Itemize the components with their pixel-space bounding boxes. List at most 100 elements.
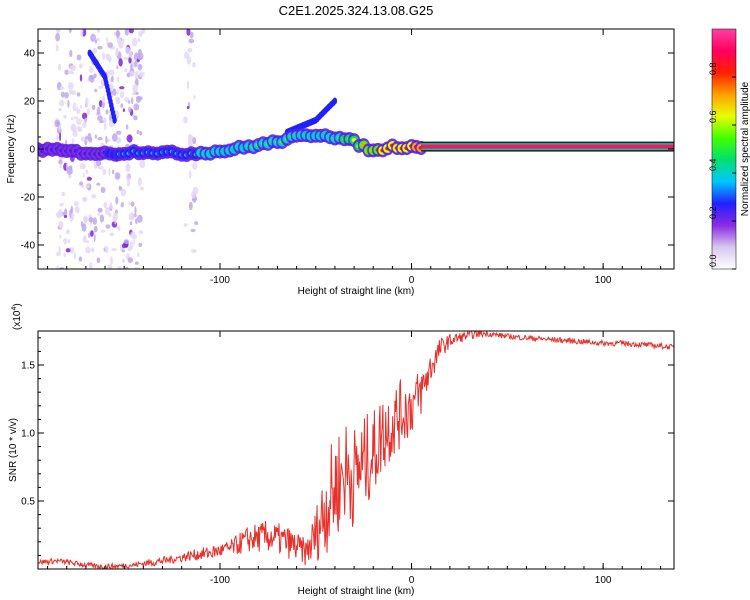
spectrogram-scatter-blob	[130, 231, 136, 239]
spectrogram-scatter-blob	[114, 96, 121, 101]
spectrogram-scatter-blob	[188, 134, 192, 139]
spectrogram-scatter-blob	[56, 251, 61, 257]
spectrogram-scatter-blob	[58, 246, 61, 253]
snr-panel: -100 0 100 0.5 1.0 1.5 Height of straight lin…	[8, 303, 675, 597]
spectrogram-branch-blob	[332, 97, 338, 105]
spectrogram-scatter-blob	[101, 95, 106, 103]
spectrogram-scatter-blob	[191, 190, 196, 199]
spectrogram-scatter-blob	[55, 29, 61, 34]
spectrogram-scatter-blob	[111, 75, 114, 83]
spectrogram-scatter-blob	[83, 215, 88, 224]
spectrogram-scatter-blob	[67, 82, 74, 90]
spectrogram-scatter-blob	[137, 48, 142, 56]
spectrogram-scatter-blob	[81, 223, 87, 232]
spectrogram-scatter-blob	[194, 221, 199, 226]
spectrogram-scatter-blob	[137, 55, 143, 60]
spectrogram-scatter-blob	[58, 220, 64, 229]
spectrogram-scatter-blob	[108, 212, 112, 218]
spectrogram-scatter-blob	[71, 124, 77, 132]
spectrogram-scatter-blob	[134, 261, 139, 265]
spectrogram-scatter-blob	[85, 169, 89, 175]
spectrogram-scatter-blob	[96, 29, 101, 33]
spectrogram-scatter-blob	[115, 130, 122, 135]
spectrogram-scatter-blob	[104, 245, 109, 254]
spectrogram-scatter-blob	[123, 56, 129, 61]
spectrogram-scatter-blob	[137, 63, 143, 71]
spectrogram-branch-blob	[112, 116, 117, 124]
spectrogram-scatter-blob	[97, 137, 103, 141]
spectrogram-scatter-blob	[136, 214, 143, 223]
spectrogram-scatter-blob	[77, 126, 83, 133]
spectrogram-scatter-blob	[117, 75, 120, 83]
spectrogram-scatter-blob	[58, 107, 62, 112]
spectrogram-scatter-blob	[192, 137, 197, 145]
spectrogram-scatter-blob	[76, 54, 82, 61]
spectrogram-scatter-blob	[139, 159, 146, 169]
spectrogram-ridge-layer	[38, 128, 674, 162]
snr-y-axis-label: SNR (10 * v/v)	[8, 418, 19, 482]
spectrogram-scatter-blob	[88, 217, 94, 223]
spectrogram-scatter-blob	[56, 134, 59, 142]
spectrogram-scatter-blob	[191, 249, 197, 254]
spectrogram-y-tick-label: 0	[29, 145, 35, 156]
spectrogram-scatter-blob	[125, 163, 131, 173]
colorbar-tick-label: 0.2	[708, 206, 718, 219]
spectrogram-scatter-blob	[188, 201, 193, 211]
spectrogram-scatter-blob	[102, 52, 105, 60]
snr-x-tick-label: 100	[595, 575, 612, 586]
spectrogram-scatter-blob	[98, 166, 104, 170]
spectrogram-scatter-blob	[102, 168, 107, 176]
snr-plot-area	[38, 331, 674, 569]
spectrogram-scatter-blob	[186, 80, 190, 90]
colorbar-tick-label: 0.0	[708, 254, 718, 267]
spectrogram-scatter-blob	[85, 136, 89, 140]
spectrogram-scatter-blob	[80, 29, 84, 38]
spectrogram-scatter-blob	[68, 29, 72, 34]
spectrogram-scatter-blob	[100, 229, 106, 233]
spectrogram-scatter-blob	[84, 117, 87, 123]
spectrogram-scatter-blob	[85, 246, 91, 254]
spectrogram-scatter-blob	[131, 37, 138, 47]
spectrogram-scatter-blob	[107, 69, 110, 79]
spectrogram-scatter-blob	[188, 38, 195, 44]
spectrogram-scatter-blob	[116, 29, 119, 39]
spectrogram-scatter-blob	[74, 116, 78, 120]
spectrogram-scatter-blob	[73, 201, 79, 207]
spectrogram-scatter-blob	[120, 202, 124, 208]
snr-x-tick-label: 0	[409, 575, 415, 586]
spectrogram-scatter-blob	[94, 88, 98, 93]
spectrogram-scatter-blob	[120, 103, 124, 108]
spectrogram-scatter-blob	[92, 47, 97, 54]
spectrogram-x-tick-label: -100	[210, 275, 230, 286]
spectrogram-scatter-blob	[99, 214, 105, 223]
spectrogram-scatter-blob	[59, 202, 64, 207]
spectrogram-scatter-blob	[105, 135, 108, 144]
spectrogram-scatter-blob	[87, 232, 91, 238]
spectrogram-panel: -100 0 100 -40 -20 0 20 40 Height of straight l…	[6, 28, 675, 297]
spectrogram-scatter-blob	[108, 167, 111, 176]
spectrogram-scatter-blob	[103, 122, 107, 131]
spectrogram-scatter-blob	[122, 108, 125, 113]
spectrogram-scatter-blob	[134, 234, 137, 239]
colorbar-label: Normalized spectral amplitude	[740, 81, 750, 216]
spectrogram-scatter-blob	[66, 229, 70, 235]
spectrogram-scatter-blob	[79, 104, 82, 109]
spectrogram-scatter-blob	[70, 212, 75, 221]
spectrogram-scatter-blob	[60, 91, 65, 98]
spectrogram-scatter-blob	[86, 176, 92, 181]
snr-scale-exponent: 4	[11, 307, 18, 311]
spectrogram-scatter-blob	[116, 91, 119, 95]
spectrogram-scatter-blob	[128, 106, 132, 113]
spectrogram-scatter-blob	[192, 162, 198, 170]
spectrogram-scatter-blob	[109, 202, 113, 210]
spectrogram-scatter-blob	[96, 182, 101, 186]
spectrogram-scatter-blob	[98, 85, 104, 89]
spectrogram-scatter-blob	[79, 163, 86, 170]
spectrogram-y-tick-label: -40	[21, 241, 36, 252]
spectrogram-scatter-blob	[96, 106, 101, 116]
spectrogram-scatter-blob	[79, 63, 83, 69]
spectrogram-scatter-blob	[117, 226, 121, 231]
spectrogram-scatter-blob	[69, 247, 75, 254]
spectrogram-y-tick-label: -20	[21, 193, 36, 204]
